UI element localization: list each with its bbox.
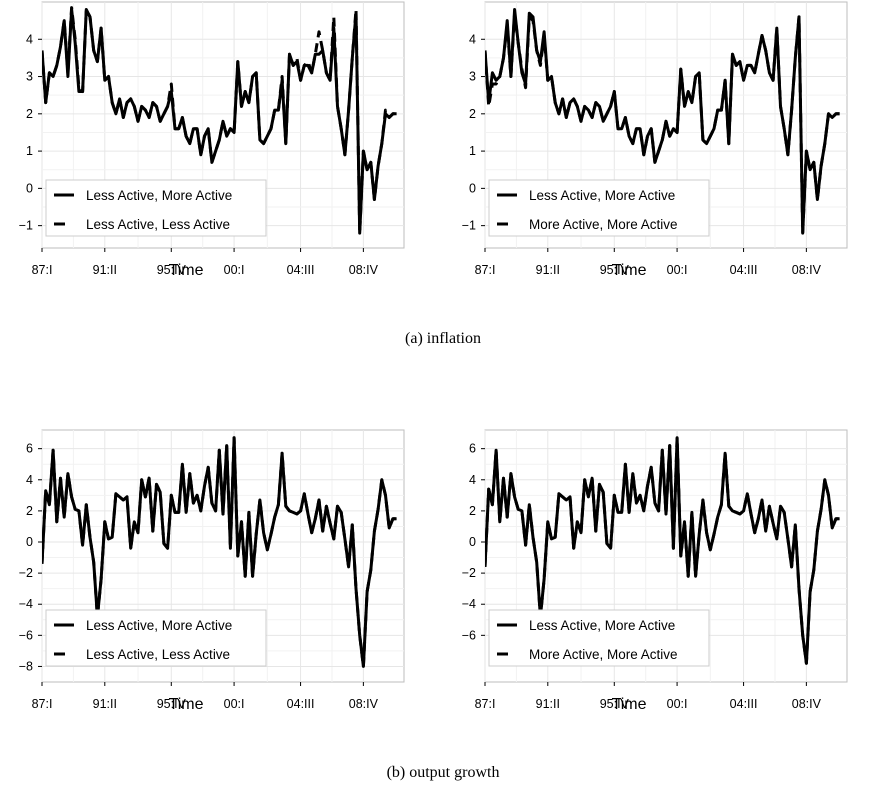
y-tick-label: 3 [26, 70, 33, 84]
y-tick-label: 0 [469, 535, 476, 549]
legend-label-2: Less Active, Less Active [86, 647, 230, 662]
chart-inflation-left-svg: −1 0 1 2 3 4 87:I 91:II 95:IV 00:I 04:III 08:IV Time… [19, 1, 405, 279]
legend: Less Active, More Active More Active, Mor… [488, 609, 710, 667]
caption-output-growth: (b) output growth [386, 764, 500, 781]
x-tick-label: 91:II [93, 697, 117, 711]
y-tick-label: 4 [26, 473, 33, 487]
legend-label-2: Less Active, Less Active [86, 217, 230, 232]
x-tick-label: 08:IV [792, 697, 822, 711]
x-tick-label: 08:IV [792, 263, 822, 277]
series-line-2 [485, 11, 840, 235]
y-tick-label: 2 [469, 107, 476, 121]
y-tick-label: −2 [19, 566, 33, 580]
y-tick-label: −6 [19, 628, 33, 642]
y-tick-label: 2 [26, 504, 33, 518]
y-tick-label: 3 [469, 70, 476, 84]
x-tick-label: 04:III [730, 263, 758, 277]
chart-inflation-left: −1 0 1 2 3 4 87:I 91:II 95:IV 00:I 04:III 08:IV Time… [0, 0, 440, 310]
x-tick-label: 91:II [93, 263, 117, 277]
x-tick-label: 87:I [475, 697, 496, 711]
legend: Less Active, More Active More Active, Mor… [488, 179, 710, 237]
y-tick-label: −1 [19, 219, 33, 233]
chart-output-left: −8 −6 −4 −2 0 2 4 6 87:I 91:II 95:IV 00:I 04:III 08:I… [0, 418, 440, 738]
legend-label-2: More Active, More Active [529, 647, 678, 662]
x-tick-label: 91:II [536, 697, 560, 711]
y-tick-label: 1 [26, 144, 33, 158]
legend-label-1: Less Active, More Active [529, 188, 675, 203]
y-tick-label: 4 [469, 473, 476, 487]
y-tick-label: 0 [26, 535, 33, 549]
x-axis-label: Time [612, 262, 647, 279]
y-tick-label: −4 [19, 597, 33, 611]
x-tick-label: 04:III [287, 697, 315, 711]
x-tick-label: 95:IV [157, 263, 187, 277]
y-tick-label: −6 [462, 628, 476, 642]
x-tick-label: 87:I [475, 263, 496, 277]
legend-label-1: Less Active, More Active [529, 618, 675, 633]
legend: Less Active, More Active Less Active, Les… [45, 179, 267, 237]
legend-label-2: More Active, More Active [529, 217, 678, 232]
x-tick-label: 04:III [730, 697, 758, 711]
y-tick-label: 6 [26, 442, 33, 456]
x-tick-label: 00:I [224, 263, 245, 277]
y-tick-label: 1 [469, 144, 476, 158]
x-tick-label: 00:I [667, 263, 688, 277]
x-tick-label: 87:I [32, 263, 53, 277]
chart-output-right: −6 −4 −2 0 2 4 6 87:I 91:II 95:IV 00:I 04:III 08:IV T… [443, 418, 886, 738]
chart-output-right-svg: −6 −4 −2 0 2 4 6 87:I 91:II 95:IV 00:I 04:III 08:IV T… [462, 429, 848, 713]
legend-box [45, 609, 267, 667]
y-tick-label: −4 [462, 597, 476, 611]
legend-box [45, 179, 267, 237]
x-tick-label: 08:IV [349, 263, 379, 277]
legend-box [488, 609, 710, 667]
legend-label-1: Less Active, More Active [86, 618, 232, 633]
x-tick-label: 91:II [536, 263, 560, 277]
y-tick-label: 6 [469, 442, 476, 456]
series-line-2 [485, 436, 840, 665]
chart-output-left-svg: −8 −6 −4 −2 0 2 4 6 87:I 91:II 95:IV 00:I 04:III 08:I… [19, 429, 405, 713]
chart-inflation-right-svg: −1 0 1 2 3 4 87:I 91:II 95:IV 00:I 04:III 08:IV Time… [462, 1, 848, 279]
x-tick-label: 00:I [224, 697, 245, 711]
legend-label-1: Less Active, More Active [86, 188, 232, 203]
x-tick-label: 87:I [32, 697, 53, 711]
x-tick-label: 95:IV [157, 697, 187, 711]
y-tick-label: 0 [469, 181, 476, 195]
caption-inflation: (a) inflation [405, 330, 481, 347]
chart-inflation-right: −1 0 1 2 3 4 87:I 91:II 95:IV 00:I 04:III 08:IV Time… [443, 0, 886, 310]
x-tick-label: 00:I [667, 697, 688, 711]
y-tick-label: 4 [26, 32, 33, 46]
legend-box [488, 179, 710, 237]
x-tick-label: 08:IV [349, 697, 379, 711]
legend: Less Active, More Active Less Active, Les… [45, 609, 267, 667]
y-tick-label: 2 [26, 107, 33, 121]
x-tick-label: 95:IV [600, 263, 630, 277]
y-tick-label: −2 [462, 566, 476, 580]
y-tick-label: −8 [19, 659, 33, 673]
y-tick-label: 2 [469, 504, 476, 518]
series-line-2 [42, 436, 397, 668]
x-axis-label: Time [169, 262, 204, 279]
series-line-2 [42, 6, 397, 235]
y-tick-label: −1 [462, 219, 476, 233]
x-axis-label: Time [612, 696, 647, 713]
x-tick-label: 04:III [287, 263, 315, 277]
x-tick-label: 95:IV [600, 697, 630, 711]
y-tick-label: 4 [469, 32, 476, 46]
y-tick-label: 0 [26, 181, 33, 195]
x-axis-label: Time [169, 696, 204, 713]
